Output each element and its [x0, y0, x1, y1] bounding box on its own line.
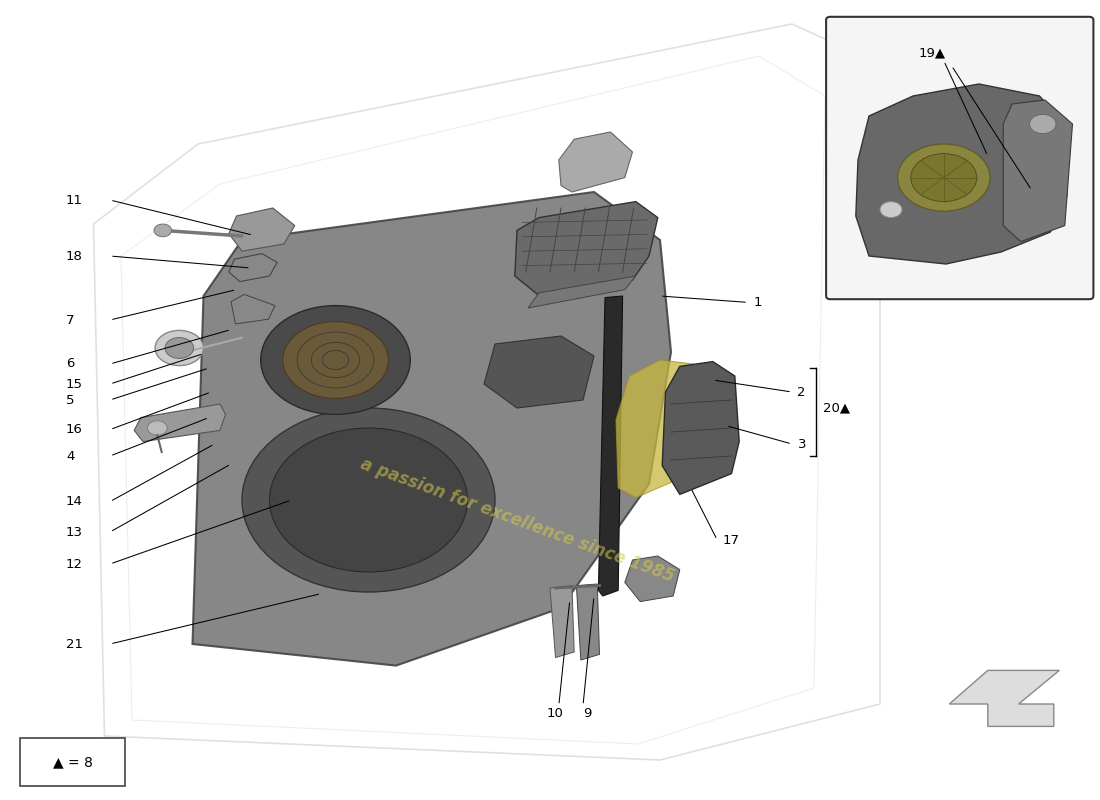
Polygon shape: [231, 294, 275, 324]
Polygon shape: [229, 254, 277, 282]
Polygon shape: [559, 132, 632, 192]
Text: 2: 2: [798, 386, 806, 398]
Polygon shape: [192, 192, 671, 666]
Text: 17: 17: [723, 534, 739, 546]
Polygon shape: [576, 584, 600, 660]
Circle shape: [242, 408, 495, 592]
Polygon shape: [616, 360, 713, 498]
Text: 16: 16: [66, 423, 82, 436]
Text: 10: 10: [547, 707, 563, 720]
Polygon shape: [598, 296, 623, 596]
Text: 4: 4: [66, 450, 75, 462]
Text: 6: 6: [66, 358, 75, 370]
Circle shape: [911, 154, 977, 202]
Circle shape: [147, 421, 167, 435]
Polygon shape: [550, 586, 574, 658]
FancyBboxPatch shape: [20, 738, 125, 786]
Polygon shape: [856, 84, 1067, 264]
FancyBboxPatch shape: [826, 17, 1093, 299]
Text: 15: 15: [66, 378, 82, 390]
Text: a passion for excellence since 1985: a passion for excellence since 1985: [358, 454, 676, 586]
Circle shape: [1030, 114, 1056, 134]
Circle shape: [898, 144, 990, 211]
Polygon shape: [229, 208, 295, 251]
Polygon shape: [134, 404, 225, 442]
Text: 21: 21: [66, 638, 82, 650]
Circle shape: [270, 428, 468, 572]
Text: 5: 5: [66, 394, 75, 406]
Text: 9: 9: [583, 707, 592, 720]
Polygon shape: [625, 556, 680, 602]
Text: ▲ = 8: ▲ = 8: [53, 755, 92, 769]
Circle shape: [283, 322, 388, 398]
Text: 20▲: 20▲: [823, 402, 850, 414]
Text: 3: 3: [798, 438, 806, 450]
Text: 19▲: 19▲: [918, 46, 946, 59]
Polygon shape: [1003, 100, 1072, 242]
Text: 18: 18: [66, 250, 82, 262]
Polygon shape: [528, 276, 636, 308]
Polygon shape: [662, 362, 739, 494]
Text: 1: 1: [754, 296, 762, 309]
Circle shape: [154, 224, 172, 237]
Text: 13: 13: [66, 526, 82, 538]
Polygon shape: [949, 670, 1059, 726]
Text: 14: 14: [66, 495, 82, 508]
Circle shape: [165, 338, 194, 358]
Polygon shape: [515, 202, 658, 300]
Circle shape: [155, 330, 204, 366]
Polygon shape: [484, 336, 594, 408]
Text: 12: 12: [66, 558, 82, 570]
Text: 11: 11: [66, 194, 82, 206]
Circle shape: [261, 306, 410, 414]
Text: 7: 7: [66, 314, 75, 326]
Circle shape: [880, 202, 902, 218]
